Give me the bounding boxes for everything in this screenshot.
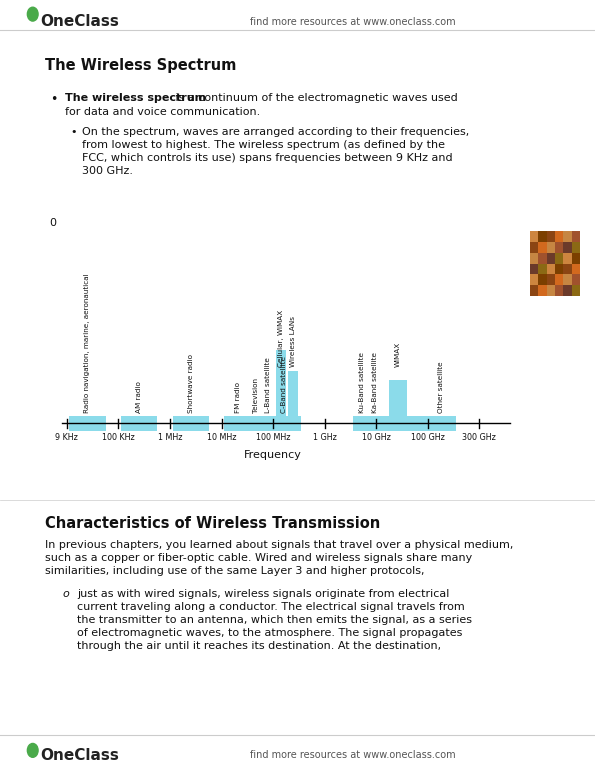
Bar xyxy=(530,285,538,296)
Text: is a continuum of the electromagnetic waves used: is a continuum of the electromagnetic wa… xyxy=(172,93,458,103)
Bar xyxy=(389,380,407,417)
Bar xyxy=(530,231,538,242)
Bar xyxy=(121,417,157,430)
Text: OneClass: OneClass xyxy=(40,748,120,762)
Text: Frequency: Frequency xyxy=(244,450,302,460)
Text: 1 MHz: 1 MHz xyxy=(158,433,182,442)
Bar xyxy=(563,242,572,253)
Bar xyxy=(547,263,555,274)
Text: current traveling along a conductor. The electrical signal travels from: current traveling along a conductor. The… xyxy=(77,602,465,612)
Bar xyxy=(563,263,572,274)
Bar xyxy=(547,231,555,242)
Bar xyxy=(555,242,563,253)
Bar xyxy=(555,285,563,296)
Bar xyxy=(530,263,538,274)
Text: Cellular, WiMAX: Cellular, WiMAX xyxy=(278,310,284,367)
Text: WiMAX: WiMAX xyxy=(395,342,401,367)
Text: On the spectrum, waves are arranged according to their frequencies,: On the spectrum, waves are arranged acco… xyxy=(82,127,469,137)
Text: the transmitter to an antenna, which then emits the signal, as a series: the transmitter to an antenna, which the… xyxy=(77,615,472,625)
Bar xyxy=(572,263,580,274)
Bar xyxy=(563,253,572,263)
Bar xyxy=(547,274,555,285)
Text: •: • xyxy=(70,127,77,137)
Bar xyxy=(530,242,538,253)
Text: 300 GHz.: 300 GHz. xyxy=(82,166,133,176)
Bar xyxy=(538,242,547,253)
Text: L-Band satellite: L-Band satellite xyxy=(265,357,271,413)
Text: just as with wired signals, wireless signals originate from electrical: just as with wired signals, wireless sig… xyxy=(77,589,450,599)
Text: o: o xyxy=(62,589,69,599)
Text: FCC, which controls its use) spans frequencies between 9 KHz and: FCC, which controls its use) spans frequ… xyxy=(82,153,453,163)
Bar xyxy=(547,242,555,253)
Bar xyxy=(547,285,555,296)
Text: 100 GHz: 100 GHz xyxy=(411,433,444,442)
Bar xyxy=(70,417,105,430)
Text: Radio navigation, marine, aeronautical: Radio navigation, marine, aeronautical xyxy=(84,273,90,413)
Bar xyxy=(530,253,538,263)
Bar xyxy=(538,231,547,242)
Text: The Wireless Spectrum: The Wireless Spectrum xyxy=(45,58,236,73)
Bar xyxy=(547,253,555,263)
Text: 1 GHz: 1 GHz xyxy=(313,433,337,442)
Bar xyxy=(287,370,298,417)
Text: Wireless LANs: Wireless LANs xyxy=(290,316,296,367)
Bar xyxy=(275,350,286,417)
Text: such as a copper or fiber-optic cable. Wired and wireless signals share many: such as a copper or fiber-optic cable. W… xyxy=(45,553,472,563)
Bar xyxy=(572,285,580,296)
Bar xyxy=(563,231,572,242)
Text: OneClass: OneClass xyxy=(40,15,120,29)
Text: find more resources at www.oneclass.com: find more resources at www.oneclass.com xyxy=(250,750,456,760)
Text: FM radio: FM radio xyxy=(235,382,241,413)
Text: •: • xyxy=(51,93,58,106)
Bar xyxy=(252,417,302,430)
Bar xyxy=(555,263,563,274)
Text: 9 KHz: 9 KHz xyxy=(55,433,79,442)
Text: 10 GHz: 10 GHz xyxy=(362,433,391,442)
Text: C-Band satellite: C-Band satellite xyxy=(281,356,287,413)
Bar xyxy=(563,274,572,285)
Text: Ka-Band satellite: Ka-Band satellite xyxy=(372,352,378,413)
Text: Shortwave radio: Shortwave radio xyxy=(187,353,193,413)
Bar xyxy=(555,231,563,242)
Bar xyxy=(530,274,538,285)
Bar xyxy=(538,263,547,274)
Text: Ku-Band satellite: Ku-Band satellite xyxy=(359,352,365,413)
Bar xyxy=(563,285,572,296)
Bar xyxy=(173,417,209,430)
Bar xyxy=(572,253,580,263)
Text: through the air until it reaches its destination. At the destination,: through the air until it reaches its des… xyxy=(77,641,441,651)
Bar xyxy=(572,242,580,253)
Text: similarities, including use of the same Layer 3 and higher protocols,: similarities, including use of the same … xyxy=(45,566,424,576)
Text: Characteristics of Wireless Transmission: Characteristics of Wireless Transmission xyxy=(45,516,380,531)
Text: AM radio: AM radio xyxy=(136,380,142,413)
Bar xyxy=(555,253,563,263)
Bar xyxy=(538,285,547,296)
Bar xyxy=(224,417,252,430)
Text: In previous chapters, you learned about signals that travel over a physical medi: In previous chapters, you learned about … xyxy=(45,540,513,550)
Text: 100 MHz: 100 MHz xyxy=(256,433,290,442)
Text: The wireless spectrum: The wireless spectrum xyxy=(65,93,206,103)
Text: Other satellite: Other satellite xyxy=(438,361,444,413)
Bar xyxy=(538,253,547,263)
Bar xyxy=(353,417,456,430)
Text: from lowest to highest. The wireless spectrum (as defined by the: from lowest to highest. The wireless spe… xyxy=(82,140,445,150)
Bar xyxy=(555,274,563,285)
Bar xyxy=(572,231,580,242)
Text: 300 GHz: 300 GHz xyxy=(462,433,496,442)
Text: for data and voice communication.: for data and voice communication. xyxy=(65,107,261,117)
Text: 100 KHz: 100 KHz xyxy=(102,433,135,442)
Text: Television: Television xyxy=(253,377,259,413)
Bar xyxy=(572,274,580,285)
Bar xyxy=(538,274,547,285)
Text: find more resources at www.oneclass.com: find more resources at www.oneclass.com xyxy=(250,17,456,27)
Text: 10 MHz: 10 MHz xyxy=(207,433,236,442)
Text: of electromagnetic waves, to the atmosphere. The signal propagates: of electromagnetic waves, to the atmosph… xyxy=(77,628,463,638)
Text: 0: 0 xyxy=(49,218,56,228)
